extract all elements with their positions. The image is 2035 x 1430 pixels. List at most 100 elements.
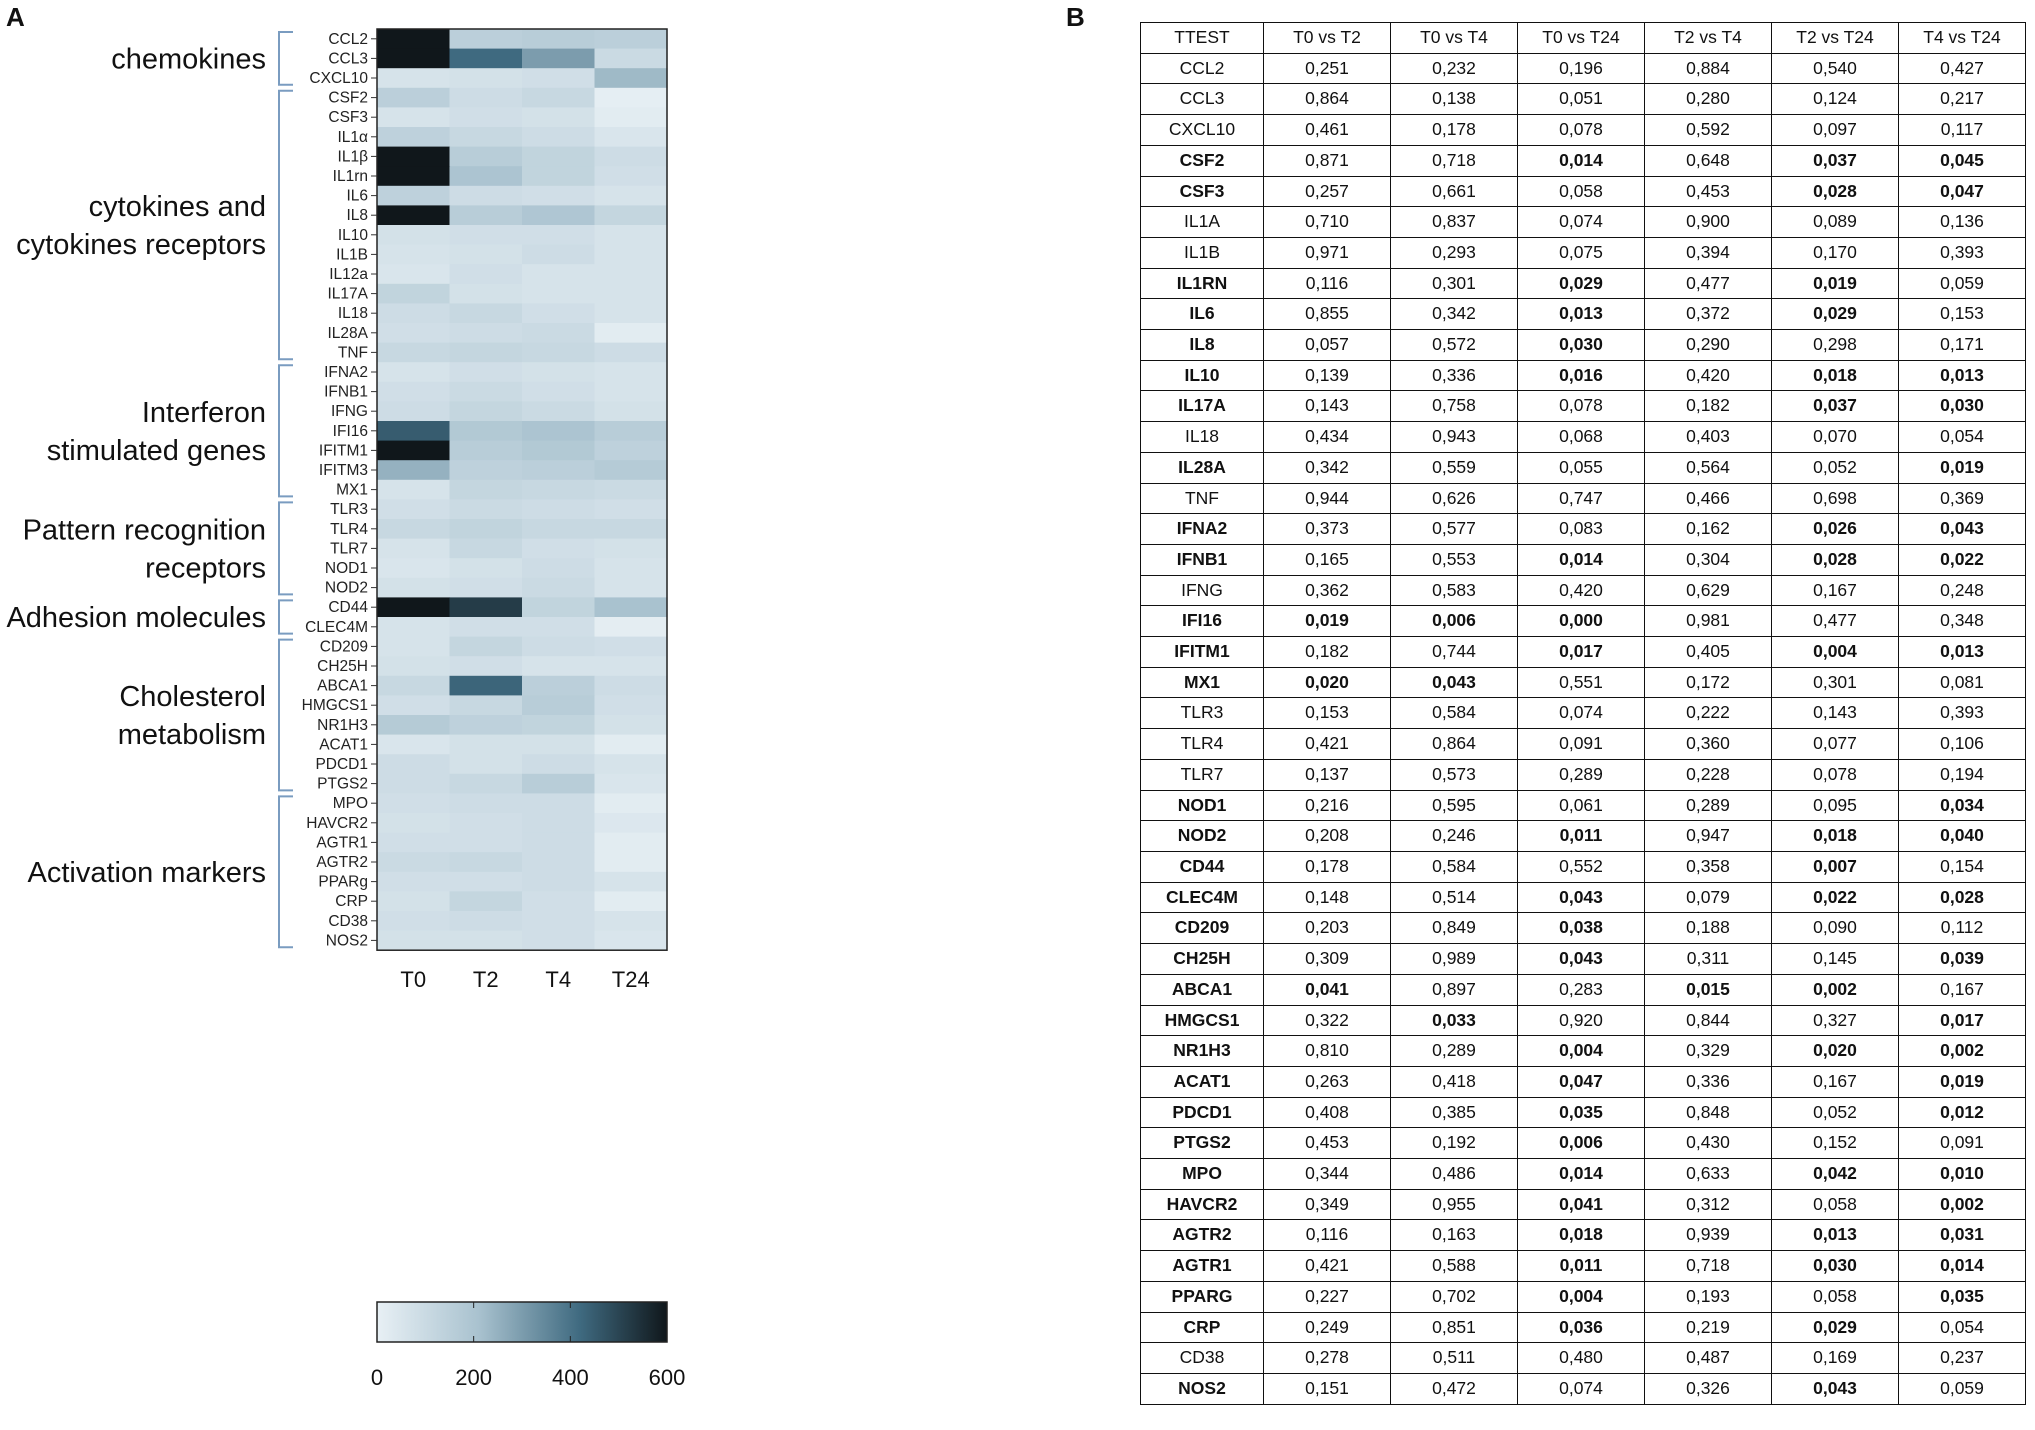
heatmap-cell — [594, 440, 668, 461]
heatmap-cell — [522, 675, 596, 696]
gene-name-cell: TNF — [1140, 482, 1264, 515]
table-row: HMGCS1 0,322 0,033 0,920 0,844 0,327 0,017 — [1140, 1004, 2026, 1037]
heatmap-cell — [522, 597, 596, 618]
table-row: AGTR2 0,116 0,163 0,018 0,939 0,013 0,031 — [1140, 1219, 2026, 1252]
pvalue-cell-significant: 0,036 — [1517, 1311, 1645, 1344]
row-label: IL1B — [336, 246, 368, 263]
heatmap-cell — [522, 577, 596, 598]
heatmap-cell — [522, 205, 596, 226]
pvalue-cell-significant: 0,047 — [1517, 1065, 1645, 1098]
pvalue-cell-significant: 0,033 — [1390, 1004, 1518, 1037]
heatmap-cell — [594, 244, 668, 265]
heatmap-cell — [522, 185, 596, 206]
heatmap-cell — [522, 519, 596, 540]
table-row: TNF 0,944 0,626 0,747 0,466 0,698 0,369 — [1140, 482, 2026, 515]
pvalue-cell: 0,283 — [1517, 973, 1645, 1006]
pvalue-cell: 0,075 — [1517, 236, 1645, 269]
heatmap-cell — [377, 29, 451, 50]
column-label: T24 — [612, 967, 650, 992]
heatmap-cell — [449, 538, 523, 559]
table-row: CCL3 0,864 0,138 0,051 0,280 0,124 0,217 — [1140, 83, 2026, 116]
pvalue-cell: 0,074 — [1517, 1372, 1645, 1405]
table-row: PTGS2 0,453 0,192 0,006 0,430 0,152 0,091 — [1140, 1127, 2026, 1160]
pvalue-cell: 0,216 — [1263, 789, 1391, 822]
pvalue-cell-significant: 0,006 — [1517, 1127, 1645, 1160]
table-row: TLR7 0,137 0,573 0,289 0,228 0,078 0,194 — [1140, 758, 2026, 791]
table-header-row: TTEST T0 vs T2 T0 vs T4 T0 vs T24 T2 vs T4 T2… — [1140, 22, 2026, 54]
heatmap-cell — [377, 146, 451, 167]
heatmap-cell — [449, 48, 523, 69]
pvalue-cell-significant: 0,031 — [1898, 1219, 2026, 1252]
gene-name-cell: CRP — [1140, 1311, 1264, 1344]
heatmap-cell — [522, 127, 596, 148]
pvalue-cell-significant: 0,017 — [1898, 1004, 2026, 1037]
gene-name-cell: IFNG — [1140, 574, 1264, 607]
heatmap-cell — [377, 421, 451, 442]
group-bracket — [278, 31, 293, 86]
pvalue-cell: 0,511 — [1390, 1342, 1518, 1374]
heatmap-cell — [449, 479, 523, 500]
heatmap-cell — [594, 832, 668, 853]
heatmap-cell — [449, 891, 523, 912]
gene-name-cell: CD38 — [1140, 1342, 1264, 1374]
heatmap-cell — [594, 166, 668, 187]
heatmap-cell — [377, 577, 451, 598]
row-label: NR1H3 — [317, 717, 368, 734]
pvalue-cell: 0,153 — [1898, 298, 2026, 331]
pvalue-cell: 0,348 — [1898, 605, 2026, 638]
pvalue-cell: 0,408 — [1263, 1096, 1391, 1129]
heatmap-cell — [594, 577, 668, 598]
pvalue-cell: 0,595 — [1390, 789, 1518, 822]
pvalue-cell: 0,117 — [1898, 114, 2026, 146]
pvalue-cell: 0,143 — [1263, 390, 1391, 423]
pvalue-cell: 0,074 — [1517, 697, 1645, 730]
pvalue-cell: 0,138 — [1390, 83, 1518, 116]
table-row: NOD1 0,216 0,595 0,061 0,289 0,095 0,034 — [1140, 789, 2026, 822]
pvalue-cell-significant: 0,017 — [1517, 636, 1645, 668]
pvalue-cell-significant: 0,028 — [1771, 543, 1899, 576]
pvalue-cell: 0,718 — [1390, 144, 1518, 177]
pvalue-cell-significant: 0,013 — [1771, 1219, 1899, 1252]
heatmap-cell — [594, 323, 668, 344]
pvalue-cell: 0,344 — [1263, 1158, 1391, 1190]
pvalue-cell-significant: 0,035 — [1898, 1280, 2026, 1313]
pvalue-cell: 0,081 — [1898, 666, 2026, 699]
row-label: PTGS2 — [317, 776, 368, 793]
pvalue-cell: 0,145 — [1771, 943, 1899, 975]
pvalue-cell: 0,369 — [1898, 482, 2026, 515]
heatmap-cell — [449, 460, 523, 481]
heatmap-cell — [594, 107, 668, 128]
heatmap-column-labels: T0 T2 T4 T24 — [400, 967, 649, 992]
heatmap-cell — [377, 283, 451, 304]
heatmap-cell — [522, 146, 596, 167]
pvalue-cell: 0,385 — [1390, 1096, 1518, 1129]
table-header-comparison: T0 vs T2 — [1263, 22, 1391, 54]
gene-name-cell: AGTR1 — [1140, 1250, 1264, 1282]
row-label: CSF2 — [328, 90, 368, 107]
heatmap-cell — [594, 185, 668, 206]
pvalue-cell-significant: 0,028 — [1898, 881, 2026, 914]
heatmap-cell — [594, 460, 668, 481]
row-label: IL18 — [338, 305, 368, 322]
group-label: Adhesion molecules — [6, 602, 266, 634]
heatmap-cell — [377, 87, 451, 108]
colorbar-gradient — [376, 1301, 668, 1343]
group-bracket — [278, 501, 293, 596]
gene-name-cell: PPARG — [1140, 1280, 1264, 1313]
heatmap-cell — [377, 244, 451, 265]
heatmap-cell — [449, 87, 523, 108]
pvalue-cell: 0,278 — [1263, 1342, 1391, 1374]
pvalue-cell: 0,095 — [1771, 789, 1899, 822]
pvalue-cell: 0,427 — [1898, 52, 2026, 85]
pvalue-cell: 0,304 — [1644, 543, 1772, 576]
table-header-comparison: T0 vs T4 — [1390, 22, 1518, 54]
row-label: ABCA1 — [317, 678, 368, 695]
pvalue-cell-significant: 0,035 — [1517, 1096, 1645, 1129]
heatmap-cell — [449, 832, 523, 853]
pvalue-cell-significant: 0,019 — [1898, 1065, 2026, 1098]
pvalue-cell-significant: 0,014 — [1517, 1158, 1645, 1190]
group-bracket — [278, 795, 293, 949]
gene-name-cell: CXCL10 — [1140, 114, 1264, 146]
pvalue-cell: 0,466 — [1644, 482, 1772, 515]
heatmap-cell — [522, 930, 596, 951]
